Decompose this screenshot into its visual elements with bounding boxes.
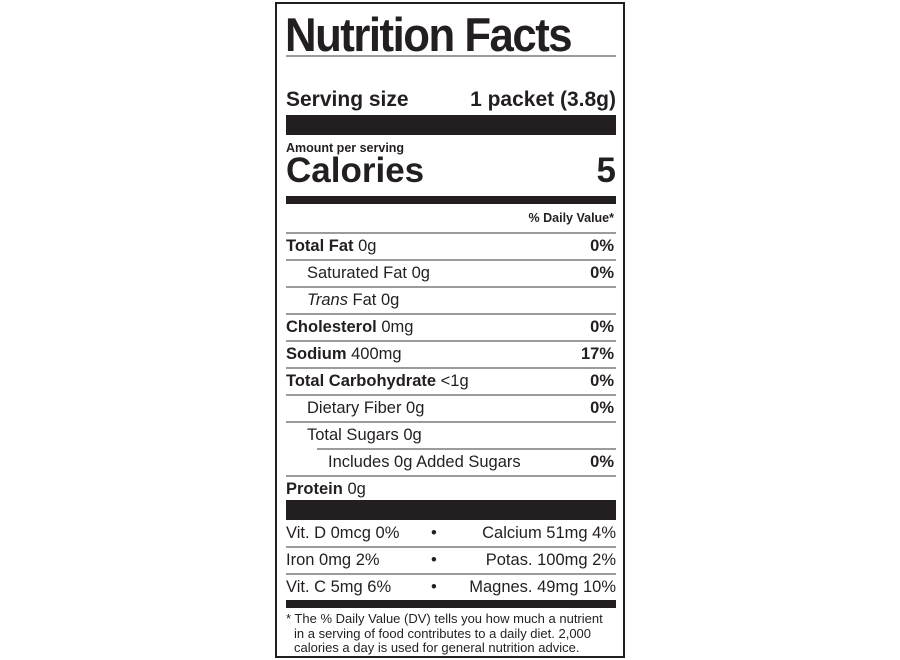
vitamin-row: Vit. C 5mg 6% • Magnes. 49mg 10% xyxy=(286,574,616,601)
nutrient-row: Trans Fat 0g xyxy=(286,287,616,314)
vitamin-left: Vit. C 5mg 6% xyxy=(286,578,392,596)
nutrient-row: Protein 0g xyxy=(286,476,616,503)
nutrient-row: Includes 0g Added Sugars 0% xyxy=(286,449,616,476)
nutrient-label: Protein xyxy=(286,480,343,498)
nutrient-row: Saturated Fat 0g 0% xyxy=(286,260,616,287)
nutrient-name: Sodium 400mg xyxy=(286,345,402,364)
bullet-separator: • xyxy=(431,578,437,596)
divider xyxy=(286,259,616,261)
nutrient-row: Dietary Fiber 0g 0% xyxy=(286,395,616,422)
nutrient-label: Cholesterol xyxy=(286,318,377,336)
nutrient-amount: 0g xyxy=(380,291,400,309)
nutrient-name: Trans Fat 0g xyxy=(286,291,399,310)
divider xyxy=(286,232,616,234)
vitamin-left: Iron 0mg 2% xyxy=(286,551,380,569)
nutrient-label: Includes 0g Added Sugars xyxy=(328,453,521,471)
nutrient-label: Dietary Fiber xyxy=(307,399,402,417)
nutrient-name: Total Sugars 0g xyxy=(286,426,422,445)
vitamin-row: Iron 0mg 2% • Potas. 100mg 2% xyxy=(286,547,616,574)
calories-label: Calories xyxy=(286,151,425,190)
nutrient-amount: 0g xyxy=(358,237,377,255)
nutrient-row: Total Carbohydrate <1g 0% xyxy=(286,368,616,395)
nutrient-name: Total Carbohydrate <1g xyxy=(286,372,469,391)
divider xyxy=(286,286,616,288)
bullet-separator: • xyxy=(431,524,437,542)
nutrient-name: Includes 0g Added Sugars xyxy=(286,453,521,472)
nutrient-name: Dietary Fiber 0g xyxy=(286,399,424,418)
vitamin-row: Vit. D 0mcg 0% • Calcium 51mg 4% xyxy=(286,520,616,547)
nutrient-row: Total Fat 0g 0% xyxy=(286,233,616,260)
thick-bar xyxy=(286,500,616,520)
nutrient-label: Saturated Fat xyxy=(307,264,407,282)
nutrient-daily-value: 0% xyxy=(590,372,614,390)
nutrient-label: Total Fat xyxy=(286,237,354,255)
nutrient-daily-value: 0% xyxy=(590,237,614,255)
medium-bar xyxy=(286,600,616,608)
divider xyxy=(317,448,616,450)
daily-value-header: % Daily Value* xyxy=(528,211,614,225)
nutrient-row: Total Sugars 0g xyxy=(286,422,616,449)
footnote-line: calories a day is used for general nutri… xyxy=(294,640,580,655)
vitamin-left: Vit. D 0mcg 0% xyxy=(286,524,400,542)
calories: Calories 5 xyxy=(286,151,616,191)
nutrient-daily-value: 0% xyxy=(590,264,614,282)
nutrient-daily-value: 0% xyxy=(590,453,614,471)
footnote: * The % Daily Value (DV) tells you how m… xyxy=(286,611,616,656)
nutrient-daily-value: 17% xyxy=(580,345,614,363)
bullet-separator: • xyxy=(431,551,437,569)
divider xyxy=(286,394,616,396)
nutrition-facts-label: Nutrition Facts Serving size 1 packet (3… xyxy=(275,2,625,658)
vitamin-right: Calcium 51mg 4% xyxy=(482,524,616,542)
nutrient-amount: 0g xyxy=(347,480,366,498)
nutrient-row: Sodium 400mg 17% xyxy=(286,341,616,368)
nutrient-name: Saturated Fat 0g xyxy=(286,264,430,283)
calories-value: 5 xyxy=(596,151,616,190)
nutrient-name: Protein 0g xyxy=(286,480,366,499)
footnote-line: * The % Daily Value (DV) tells you how m… xyxy=(286,611,603,626)
footnote-line: in a serving of food contributes to a da… xyxy=(294,625,592,641)
divider xyxy=(286,367,616,369)
nutrient-label-suffix: Fat xyxy=(352,291,377,309)
divider xyxy=(286,573,616,575)
divider xyxy=(286,475,616,477)
nutrient-daily-value: 0% xyxy=(590,399,614,417)
divider xyxy=(286,546,616,548)
nutrient-amount: <1g xyxy=(440,372,469,390)
divider xyxy=(286,313,616,315)
nutrient-row: Cholesterol 0mg 0% xyxy=(286,314,616,341)
label-title: Nutrition Facts xyxy=(285,8,573,61)
nutrient-label: Total Sugars xyxy=(307,426,399,444)
thick-bar xyxy=(286,115,616,135)
serving-size-label: Serving size xyxy=(286,88,409,111)
nutrient-label: Total Carbohydrate xyxy=(286,372,437,390)
nutrient-label: Sodium xyxy=(286,345,347,363)
serving-size-value: 1 packet (3.8g) xyxy=(470,88,616,111)
nutrient-name: Total Fat 0g xyxy=(286,237,376,256)
nutrient-amount: 0g xyxy=(403,426,422,444)
nutrient-amount: 400mg xyxy=(351,345,402,363)
nutrient-label: Trans xyxy=(307,291,348,309)
medium-bar xyxy=(286,196,616,204)
divider xyxy=(286,55,616,57)
amount-per-serving: Amount per serving xyxy=(286,141,405,155)
nutrient-amount: 0mg xyxy=(381,318,414,336)
nutrient-name: Cholesterol 0mg xyxy=(286,318,413,337)
serving-size: Serving size 1 packet (3.8g) xyxy=(286,88,616,112)
vitamin-right: Magnes. 49mg 10% xyxy=(469,578,616,596)
divider xyxy=(286,421,616,423)
divider xyxy=(286,340,616,342)
vitamin-right: Potas. 100mg 2% xyxy=(485,551,616,569)
nutrient-daily-value: 0% xyxy=(590,318,614,336)
nutrient-amount: 0g xyxy=(411,264,430,282)
nutrient-amount: 0g xyxy=(406,399,425,417)
